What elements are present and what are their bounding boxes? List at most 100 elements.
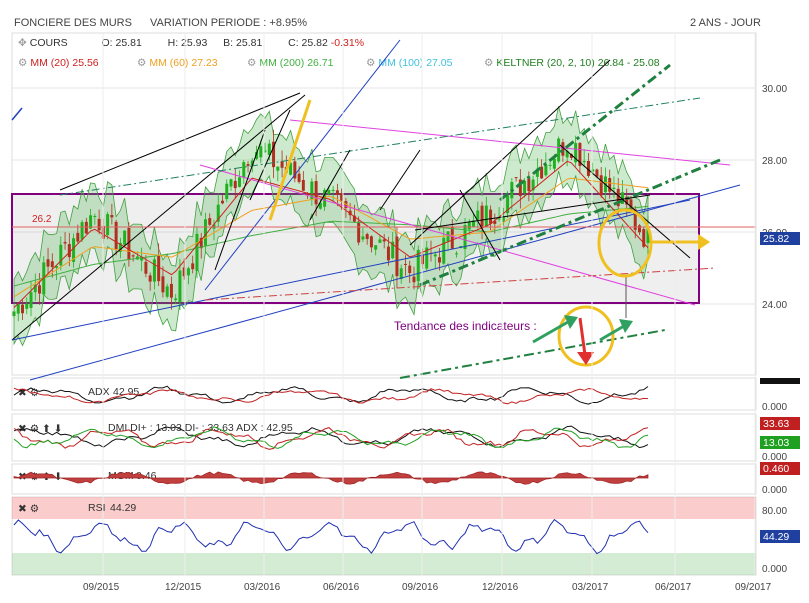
rsi-panel (11, 496, 757, 576)
candle-body (301, 180, 305, 191)
candle-body (608, 178, 612, 192)
candle-body (250, 160, 254, 166)
rsi-label: RSI (88, 502, 106, 514)
x-tick-label: 12/2016 (482, 582, 519, 593)
candle-body (238, 177, 242, 187)
close-icon[interactable]: ✖ ⚙ ⬆ ⬇ (18, 423, 63, 435)
candle-body (203, 219, 207, 246)
last-price-value: 25.82 (763, 233, 789, 245)
mm100-value: 27.05 (426, 57, 453, 69)
candle-body (497, 218, 501, 220)
candle-body (412, 276, 416, 283)
legend-mm200: ⚙ MM (200) 26.71 (247, 57, 333, 69)
x-tick-label: 06/2016 (323, 582, 360, 593)
mm200-value: 26.71 (307, 57, 334, 69)
candle-body (114, 221, 118, 250)
candle-body (272, 141, 276, 168)
candle-body (646, 226, 650, 244)
candle-body (144, 261, 148, 274)
candle-body (438, 257, 442, 263)
candle-body (63, 241, 67, 244)
x-tick-label: 09/2015 (83, 582, 120, 593)
gear-icon[interactable]: ⚙ (484, 57, 494, 69)
candle-body (131, 255, 135, 257)
candle-body (552, 158, 556, 169)
dmi-green-value: 13.03 (763, 437, 789, 449)
candle-body (340, 193, 344, 201)
candle-body (93, 216, 97, 218)
mom-panel (11, 463, 757, 495)
mm100-label: MM (100) (378, 57, 424, 69)
adx-line (13, 385, 649, 405)
gear-icon[interactable]: ⚙ (247, 57, 257, 69)
candle-body (280, 161, 284, 168)
cours-high: H: 25.93 (167, 37, 208, 49)
candle-body (165, 286, 169, 297)
candle-body (148, 275, 152, 282)
candle-body (157, 255, 161, 282)
candle-body (633, 209, 637, 230)
candle-body (318, 202, 322, 209)
candle-body (625, 196, 629, 205)
candle-body (195, 233, 199, 271)
x-tick-label: 09/2017 (735, 582, 772, 593)
candle-body (455, 253, 459, 255)
candle-body (161, 276, 165, 293)
price-tick-label: 30.00 (762, 84, 787, 95)
mm20-value: 25.56 (72, 57, 99, 69)
momentum-area (13, 471, 649, 485)
candle-body (25, 303, 29, 309)
candle-body (514, 177, 518, 179)
candle-body (408, 265, 412, 274)
cours-label: COURS (29, 37, 68, 49)
rsi-value: 44.29 (110, 502, 136, 514)
mm60-label: MM (60) (149, 57, 189, 69)
candle-body (16, 304, 20, 314)
candle-body (84, 221, 88, 234)
cours-change: -0.31% (330, 37, 365, 49)
candle-body (637, 225, 641, 233)
period-selector[interactable]: 2 ANS - JOUR (690, 17, 761, 29)
candle-body (152, 259, 156, 282)
candle-body (446, 231, 450, 242)
candle-body (21, 304, 25, 314)
candle-body (399, 268, 403, 280)
close-icon[interactable]: ✖ ⚙ (18, 503, 39, 515)
candle-body (612, 187, 616, 189)
candle-body (220, 200, 224, 204)
candle-body (591, 169, 595, 172)
candle-body (259, 146, 263, 158)
candle-body (531, 179, 535, 191)
rsi-oversold-zone (12, 553, 756, 575)
dmi-red-badge (760, 417, 800, 430)
candle-body (199, 237, 203, 249)
candle-body (578, 143, 582, 166)
gear-icon[interactable]: ⚙ (18, 57, 28, 69)
candle-body (595, 169, 599, 177)
adx-line-red (13, 387, 649, 405)
candle-body (169, 283, 173, 298)
gear-icon[interactable]: ⚙ (366, 57, 376, 69)
candle-body (29, 292, 33, 308)
candle-body (110, 215, 114, 218)
candle-body (276, 166, 280, 171)
dmi-red-value: 33.63 (763, 418, 789, 430)
candle-body (582, 161, 586, 163)
candle-body (178, 270, 182, 303)
candle-body (425, 247, 429, 269)
candle-body (289, 162, 293, 175)
candle-body (327, 190, 331, 195)
highlight-ellipse-price (597, 208, 653, 278)
candle-body (140, 256, 144, 261)
gear-icon[interactable]: ⚙ (137, 57, 147, 69)
candle-body (450, 227, 454, 249)
candle-body (182, 267, 186, 277)
candle-body (561, 142, 565, 156)
trendlines (11, 39, 756, 381)
dmi-plus-line (13, 426, 649, 449)
move-icon[interactable]: ✥ (18, 37, 27, 49)
arrow-up-green (564, 315, 578, 329)
arrow-down-red (577, 352, 594, 365)
candle-body (59, 244, 63, 266)
